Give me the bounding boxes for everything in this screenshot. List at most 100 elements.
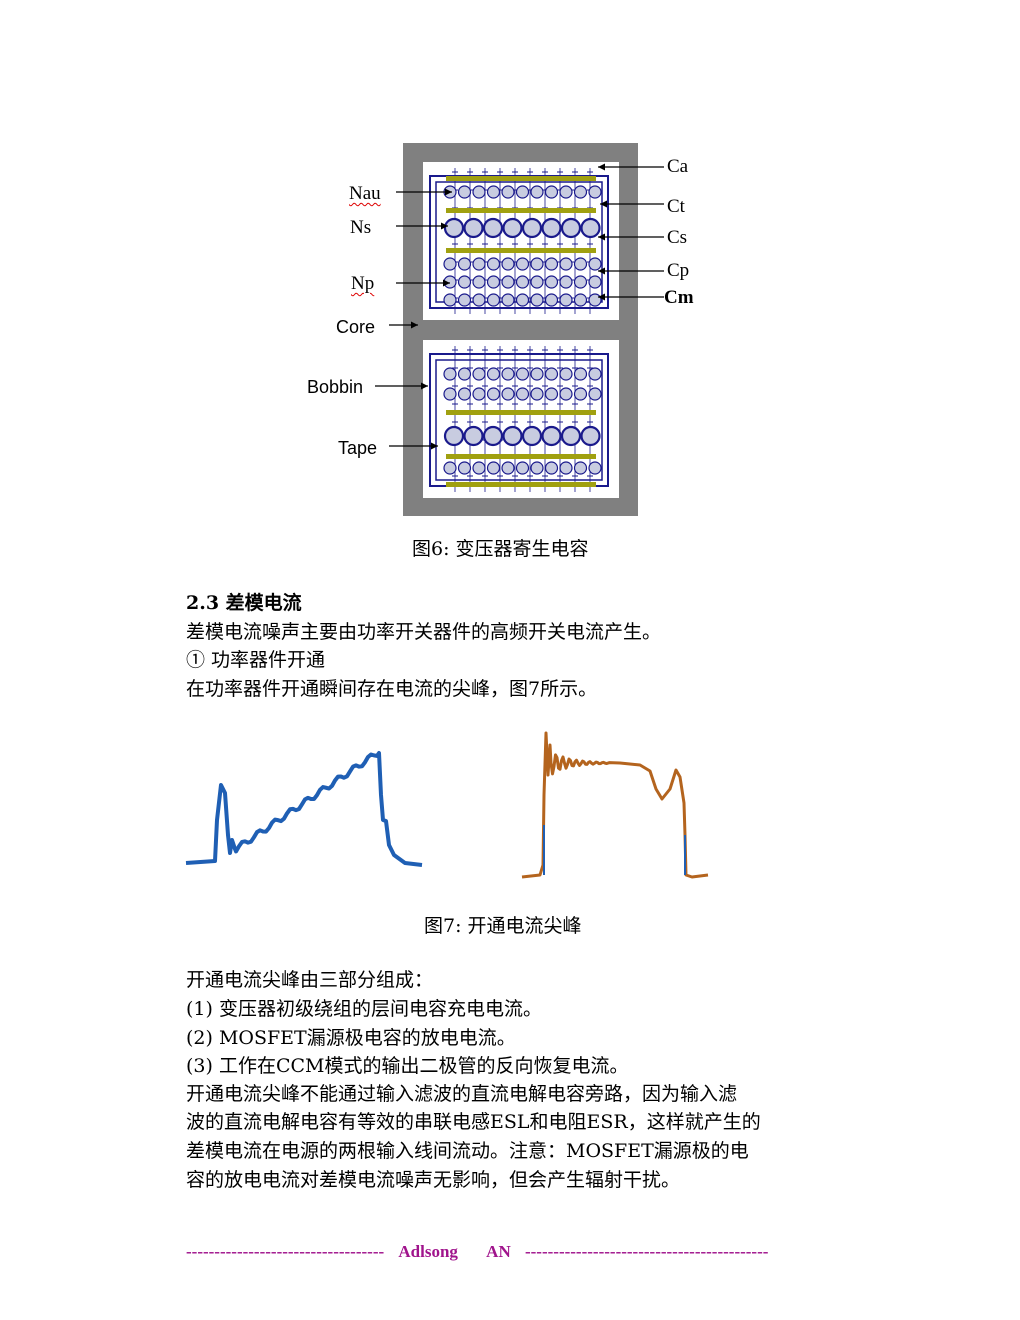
secondary-turn (502, 425, 523, 447)
figure-6-caption: 图6: 变压器寄生电容 (412, 538, 589, 560)
arrow-tape-head (431, 442, 438, 450)
insulation-tape (446, 482, 596, 487)
winding-turn (443, 387, 457, 401)
secondary-turn (580, 425, 601, 447)
page-footer: ----------------------------------- Adls… (186, 1242, 836, 1262)
winding-turn (472, 293, 486, 307)
winding-turn (515, 461, 530, 475)
winding-turn (573, 387, 588, 401)
label-cm: Cm (664, 287, 694, 308)
insulation-tape (446, 410, 596, 415)
label-cp: Cp (667, 260, 690, 281)
secondary-turn (463, 217, 484, 239)
secondary-turn (482, 425, 504, 447)
winding-turn (559, 293, 573, 307)
winding-turn (588, 461, 602, 475)
winding-turn (559, 367, 573, 381)
secondary-turn (560, 217, 582, 239)
insulation-tape (446, 176, 596, 181)
winding-turn (544, 185, 559, 199)
body-line-5: 开通电流尖峰不能通过输入滤波的直流电解电容旁路，因为输入滤 (186, 1083, 738, 1105)
winding-turn (501, 461, 515, 475)
secondary-turn (580, 217, 601, 239)
secondary-turn (521, 425, 543, 447)
body-line-6: 波的直流电解电容有等效的串联电感ESL和电阻ESR，这样就产生的 (186, 1111, 761, 1133)
winding-turn (544, 387, 559, 401)
winding-turn (588, 185, 602, 199)
arrow-np-head (443, 279, 450, 287)
winding-turn (501, 275, 515, 289)
winding-turn (472, 185, 486, 199)
winding-turn (530, 387, 544, 401)
winding-turn (515, 367, 530, 381)
label-nau: Nau (349, 183, 381, 204)
label-ca: Ca (667, 156, 689, 177)
winding-turn (486, 461, 501, 475)
secondary-turn (560, 425, 582, 447)
winding-turn (530, 293, 544, 307)
winding-turn (457, 387, 472, 401)
section-line-1: 差模电流噪声主要由功率开关器件的高频开关电流产生。 (186, 621, 662, 643)
winding-turn (501, 185, 515, 199)
winding-turn (501, 257, 515, 271)
label-np: Np (351, 273, 375, 294)
label-ns: Ns (350, 217, 372, 238)
body-line-4: (3) 工作在CCM模式的输出二极管的反向恢复电流。 (186, 1055, 629, 1077)
winding-turn (443, 461, 457, 475)
winding-turn (472, 275, 486, 289)
winding-turn (530, 257, 544, 271)
body-line-2: (1) 变压器初级绕组的层间电容充电电流。 (186, 998, 542, 1020)
secondary-turn (521, 217, 543, 239)
arrow-ns-head (441, 222, 448, 230)
section-line-2: ① 功率器件开通 (186, 649, 326, 671)
figure-6: Nau Ns Np Core Bobbin Tape Ca Ct Cs Cp C… (300, 140, 760, 520)
transformer-diagram (375, 143, 664, 516)
winding-turn (588, 275, 602, 289)
secondary-turn (443, 217, 465, 239)
winding-turn (544, 367, 559, 381)
winding-turn (573, 185, 588, 199)
winding-turn (501, 387, 515, 401)
winding-turn (457, 367, 472, 381)
winding-turn (588, 367, 602, 381)
winding-turn (515, 293, 530, 307)
winding-turn (457, 461, 472, 475)
winding-turn (573, 257, 588, 271)
secondary-turn (541, 425, 562, 447)
footer-code: AN (486, 1242, 511, 1261)
section-line-3: 在功率器件开通瞬间存在电流的尖峰，图7所示。 (186, 678, 598, 700)
winding-turn (515, 257, 530, 271)
winding-turn (472, 461, 486, 475)
footer-dashes-left: ----------------------------------- (186, 1242, 385, 1261)
insulation-tape (446, 208, 596, 213)
insulation-tape (446, 454, 596, 459)
winding-turn (573, 367, 588, 381)
winding-turn (559, 461, 573, 475)
winding-turn (486, 257, 501, 271)
body-line-1: 开通电流尖峰由三部分组成： (186, 969, 434, 991)
winding-turn (457, 275, 472, 289)
arrow-ct-head (600, 200, 607, 208)
secondary-turn (502, 217, 523, 239)
winding-turn (588, 257, 602, 271)
winding-turn (457, 185, 472, 199)
winding-turn (573, 275, 588, 289)
arrow-cp-head (598, 267, 605, 275)
winding-turn (530, 275, 544, 289)
winding-turn (559, 387, 573, 401)
label-bobbin: Bobbin (307, 377, 364, 397)
winding-turn (457, 293, 472, 307)
winding-turn (486, 293, 501, 307)
label-cs: Cs (667, 227, 688, 248)
label-tape: Tape (338, 438, 378, 458)
winding-turn (515, 185, 530, 199)
winding-turn (443, 257, 457, 271)
winding-turn (486, 367, 501, 381)
label-core: Core (336, 317, 376, 337)
secondary-turn (541, 217, 562, 239)
section-heading: 2.3 差模电流 (186, 592, 302, 614)
winding-turn (457, 257, 472, 271)
body-line-3: (2) MOSFET漏源极电容的放电电流。 (186, 1027, 516, 1049)
winding-turn (530, 185, 544, 199)
winding-turn (559, 185, 573, 199)
